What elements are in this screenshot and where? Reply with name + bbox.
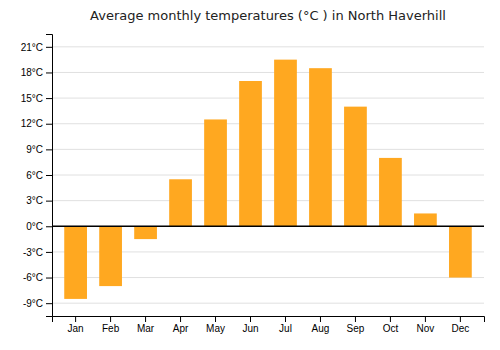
- x-tick-mark: [425, 316, 426, 322]
- bars: [52, 60, 484, 299]
- y-tick-mark: [46, 124, 52, 125]
- y-tick-label: 15°C: [21, 93, 43, 104]
- x-tick: Jul: [279, 316, 292, 334]
- x-tick-label: Feb: [102, 323, 120, 334]
- x-tick-label: Sep: [347, 323, 365, 334]
- x-tick-label: Nov: [417, 323, 435, 334]
- y-tick-mark: [46, 72, 52, 73]
- y-tick-mark: [46, 98, 52, 99]
- x-tick-mark: [145, 316, 146, 322]
- x-tick-label: Apr: [173, 323, 189, 334]
- y-tick-mark: [46, 226, 52, 227]
- y-tick-mark: [46, 47, 52, 48]
- y-tick-label: 3°C: [26, 195, 43, 206]
- grid-line: [52, 149, 484, 150]
- y-tick-mark: [46, 278, 52, 279]
- x-tick: Jun: [242, 316, 258, 334]
- y-tick-label: 6°C: [26, 170, 43, 181]
- y-tick-label: 0°C: [26, 221, 43, 232]
- grid-line: [52, 303, 484, 304]
- y-tick-mark: [46, 175, 52, 176]
- y-tick: 12°C: [21, 118, 52, 129]
- x-tick-mark: [110, 316, 111, 322]
- x-tick-label: Mar: [137, 323, 155, 334]
- bar: [239, 81, 262, 226]
- y-tick: 6°C: [26, 170, 52, 181]
- y-tick-mark: [46, 149, 52, 150]
- y-tick-mark: [46, 201, 52, 202]
- x-tick: Nov: [417, 316, 435, 334]
- x-tick: Aug: [312, 316, 330, 334]
- grid-line: [52, 123, 484, 124]
- bar: [414, 213, 437, 226]
- x-tick-mark: [355, 316, 356, 322]
- chart: Average monthly temperatures (°C ) in No…: [0, 0, 500, 350]
- x-tick-label: Oct: [383, 323, 399, 334]
- y-axis-line: [46, 35, 53, 317]
- x-tick-mark: [320, 316, 321, 322]
- y-tick-label: 18°C: [21, 67, 43, 78]
- y-tick-label: -6°C: [23, 272, 43, 283]
- bar: [99, 226, 122, 286]
- x-tick-label: Dec: [451, 323, 469, 334]
- y-tick: 9°C: [26, 144, 52, 155]
- bar: [204, 119, 227, 226]
- y-tick-label: -9°C: [23, 298, 43, 309]
- x-axis: Jan Feb Mar Apr May Jun Jul Aug Sep Oct Nov Dec: [53, 316, 485, 334]
- x-axis-line: [53, 317, 485, 323]
- x-tick-mark: [75, 316, 76, 322]
- y-axis: -9°C -6°C -3°C 0°C 3°C 6°C 9°C 12°C 15°C 18°C 21°C: [21, 35, 53, 317]
- x-tick-label: Aug: [312, 323, 330, 334]
- y-tick-label: 21°C: [21, 42, 43, 53]
- y-tick: -6°C: [23, 272, 52, 283]
- y-tick: 18°C: [21, 67, 52, 78]
- bar: [309, 68, 332, 226]
- x-tick-mark: [180, 316, 181, 322]
- y-tick-label: 9°C: [26, 144, 43, 155]
- grid-line: [52, 175, 484, 176]
- grid-line: [52, 98, 484, 99]
- bar: [169, 179, 192, 226]
- x-tick-label: Jul: [279, 323, 292, 334]
- x-tick: Jan: [68, 316, 84, 334]
- y-tick: 3°C: [26, 195, 52, 206]
- x-tick-label: Jun: [242, 323, 258, 334]
- x-tick-mark: [285, 316, 286, 322]
- y-tick-label: 12°C: [21, 118, 43, 129]
- grid-line: [52, 46, 484, 47]
- x-tick: Oct: [383, 316, 399, 334]
- bar: [344, 107, 367, 227]
- y-tick-label: -3°C: [23, 247, 43, 258]
- bar: [379, 158, 402, 226]
- grid-line: [52, 200, 484, 201]
- x-tick: Mar: [137, 316, 155, 334]
- bar: [449, 226, 472, 277]
- x-tick: May: [206, 316, 225, 334]
- grid-line: [52, 226, 484, 227]
- grid-line: [52, 72, 484, 73]
- x-tick-mark: [250, 316, 251, 322]
- y-tick: 0°C: [26, 221, 52, 232]
- y-tick: -9°C: [23, 298, 52, 309]
- x-tick-mark: [390, 316, 391, 322]
- x-tick: Apr: [173, 316, 189, 334]
- x-tick: Sep: [347, 316, 365, 334]
- bar: [134, 226, 157, 239]
- title: Average monthly temperatures (°C ) in No…: [90, 8, 446, 23]
- x-tick-mark: [215, 316, 216, 322]
- y-tick: 21°C: [21, 42, 52, 53]
- y-tick: -3°C: [23, 247, 52, 258]
- baseline: [52, 226, 484, 228]
- bar: [274, 60, 297, 227]
- grid: [52, 47, 484, 303]
- x-tick-label: May: [206, 323, 225, 334]
- y-tick: 15°C: [21, 93, 52, 104]
- bar: [64, 226, 87, 299]
- x-tick: Feb: [102, 316, 120, 334]
- y-tick-mark: [46, 252, 52, 253]
- x-tick: Dec: [451, 316, 469, 334]
- y-tick-mark: [46, 303, 52, 304]
- x-tick-mark: [460, 316, 461, 322]
- x-tick-label: Jan: [68, 323, 84, 334]
